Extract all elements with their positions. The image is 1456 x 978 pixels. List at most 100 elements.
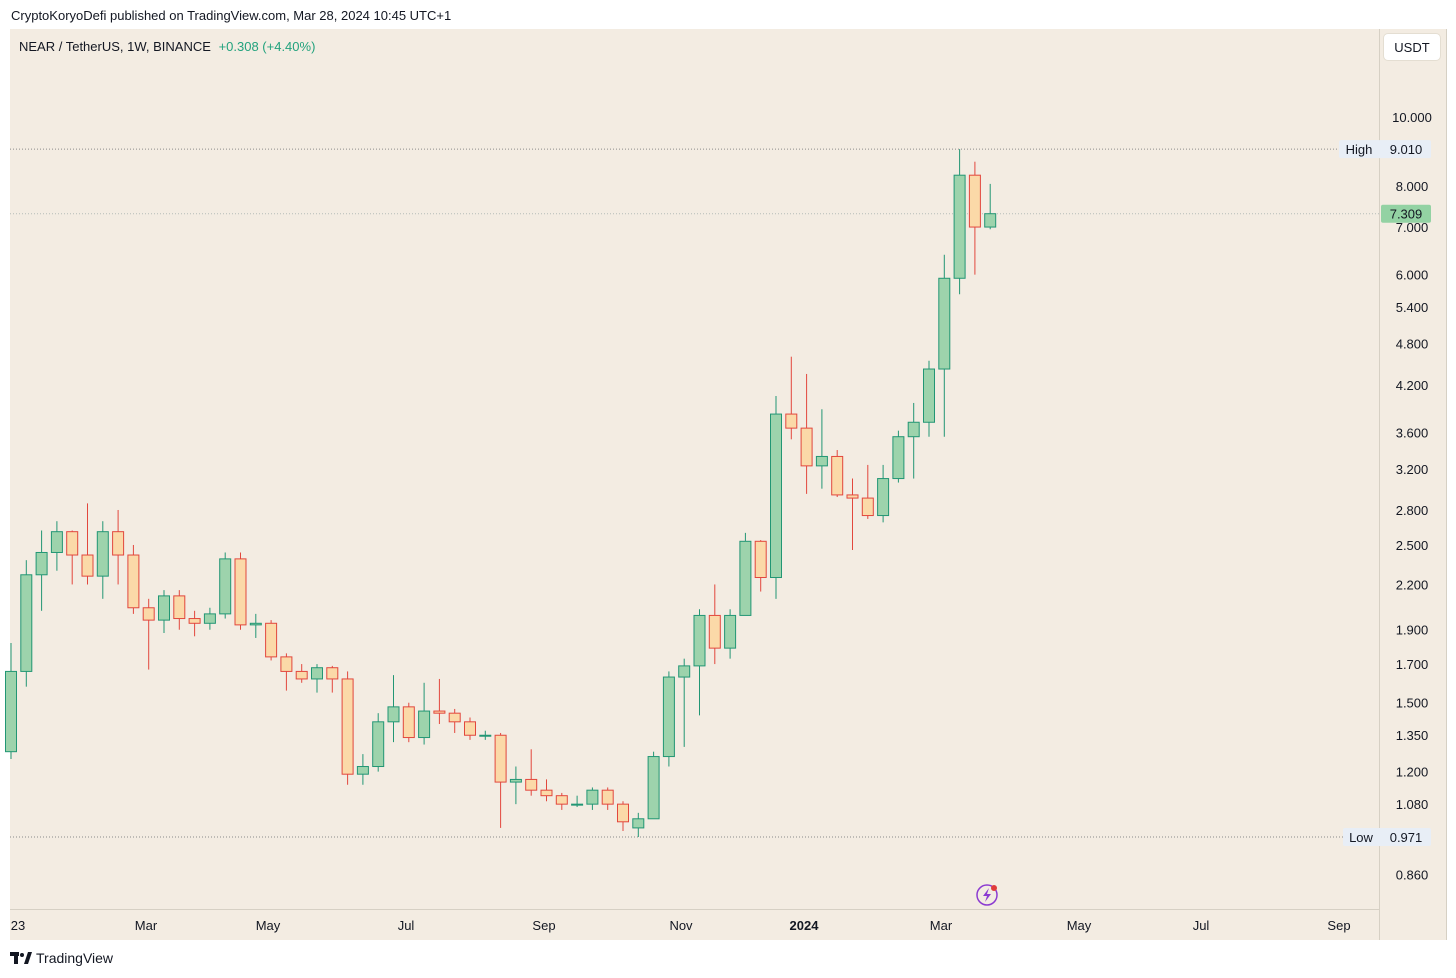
y-tick-label: 10.000 <box>1392 110 1432 125</box>
candle-body[interactable] <box>678 665 691 678</box>
candle-body[interactable] <box>601 789 614 805</box>
candle-body[interactable] <box>311 667 323 680</box>
candle-body[interactable] <box>923 368 935 423</box>
candle-body[interactable] <box>953 174 966 279</box>
candle-body[interactable] <box>433 710 446 714</box>
candle-body[interactable] <box>877 478 890 517</box>
candle-body[interactable] <box>739 540 752 616</box>
publish-header: CryptoKoryoDefi published on TradingView… <box>11 8 452 23</box>
high-value: 9.010 <box>1390 142 1423 157</box>
price-change: +0.308 (+4.40%) <box>218 39 316 54</box>
candle-body[interactable] <box>662 676 675 758</box>
candle-body[interactable] <box>372 721 385 768</box>
candle-body[interactable] <box>203 613 216 624</box>
candle-body[interactable] <box>341 678 354 775</box>
candle-body[interactable] <box>249 622 262 626</box>
candle-body[interactable] <box>66 531 79 556</box>
candle-body[interactable] <box>770 413 782 579</box>
candle-body[interactable] <box>326 667 339 680</box>
candle-body[interactable] <box>815 455 828 467</box>
high-label: High <box>1346 142 1373 157</box>
lightning-bolt-icon <box>983 888 991 902</box>
candle-body[interactable] <box>861 497 874 517</box>
candle-body[interactable] <box>142 607 155 621</box>
candle-body[interactable] <box>479 734 492 737</box>
x-tick-label: 23 <box>11 918 25 933</box>
y-tick-label: 1.700 <box>1396 657 1429 672</box>
currency-button[interactable]: USDT <box>1384 34 1440 60</box>
candle-body[interactable] <box>5 670 17 753</box>
x-tick-label: May <box>256 918 281 933</box>
last-price-value: 7.309 <box>1390 207 1423 222</box>
candle-body[interactable] <box>724 614 737 649</box>
candle-body[interactable] <box>525 778 538 791</box>
tradingview-footer[interactable]: TradingView <box>10 950 113 966</box>
y-tick-label: 1.500 <box>1396 696 1429 711</box>
candle-body[interactable] <box>356 766 369 775</box>
candle-body[interactable] <box>280 656 293 672</box>
x-tick-label: Sep <box>532 918 555 933</box>
candle-body[interactable] <box>555 795 568 805</box>
candle-body[interactable] <box>81 554 94 577</box>
candle-body[interactable] <box>540 789 553 797</box>
candle-body[interactable] <box>219 558 232 615</box>
candle-body[interactable] <box>800 427 813 467</box>
candle-body[interactable] <box>402 706 415 739</box>
candle-body[interactable] <box>846 494 859 499</box>
candle-body[interactable] <box>35 551 48 576</box>
candle-body[interactable] <box>265 622 278 658</box>
candle-body[interactable] <box>907 421 920 438</box>
candle-body[interactable] <box>647 756 660 820</box>
candle-body[interactable] <box>617 803 629 823</box>
candle-body[interactable] <box>831 455 844 496</box>
x-tick-label: Mar <box>135 918 158 933</box>
x-tick-label: Sep <box>1327 918 1350 933</box>
candle-body[interactable] <box>234 558 247 626</box>
candle-body[interactable] <box>708 614 721 649</box>
notification-dot-icon <box>991 885 997 891</box>
y-tick-label: 1.200 <box>1396 765 1429 780</box>
x-tick-label: May <box>1067 918 1092 933</box>
symbol-legend[interactable]: NEAR / TetherUS, 1W, BINANCE +0.308 (+4.… <box>19 39 315 54</box>
candle-body[interactable] <box>693 614 706 667</box>
candle-body[interactable] <box>387 706 400 723</box>
tradingview-logo-icon <box>10 952 32 964</box>
candle-body[interactable] <box>968 174 981 228</box>
candle-body[interactable] <box>295 670 308 680</box>
candle-body[interactable] <box>785 413 798 429</box>
x-tick-label: Nov <box>669 918 693 933</box>
y-tick-label: 6.000 <box>1396 268 1429 283</box>
x-tick-label: Jul <box>1193 918 1210 933</box>
candle-body[interactable] <box>96 531 109 577</box>
candle-body[interactable] <box>50 531 63 553</box>
candle-body[interactable] <box>571 803 584 806</box>
candle-body[interactable] <box>938 277 951 370</box>
candle-body[interactable] <box>984 213 997 228</box>
y-tick-label: 3.200 <box>1396 462 1429 477</box>
y-tick-label: 1.080 <box>1396 797 1429 812</box>
y-tick-label: 0.860 <box>1396 867 1429 882</box>
candle-body[interactable] <box>632 818 645 829</box>
candle-body[interactable] <box>464 721 476 736</box>
candle-body[interactable] <box>754 540 767 579</box>
candle-body[interactable] <box>188 618 201 624</box>
x-tick-label: 2024 <box>790 918 820 933</box>
candle-body[interactable] <box>448 712 461 723</box>
footer-brand: TradingView <box>36 950 114 966</box>
candle-body[interactable] <box>418 710 431 739</box>
chart-pane[interactable] <box>10 29 1447 940</box>
candle-body[interactable] <box>20 574 33 672</box>
lightning-icon[interactable] <box>976 884 998 906</box>
high-badge <box>1339 140 1431 159</box>
candle-body[interactable] <box>173 595 186 620</box>
candle-body[interactable] <box>158 595 170 621</box>
candle-body[interactable] <box>494 734 507 783</box>
price-axis-separator <box>1379 29 1380 940</box>
candle-body[interactable] <box>586 789 599 805</box>
candle-body[interactable] <box>892 436 905 480</box>
candle-body[interactable] <box>127 554 140 609</box>
candle-body[interactable] <box>112 531 125 556</box>
candle-body[interactable] <box>509 778 522 783</box>
y-tick-label: 5.400 <box>1396 300 1429 315</box>
